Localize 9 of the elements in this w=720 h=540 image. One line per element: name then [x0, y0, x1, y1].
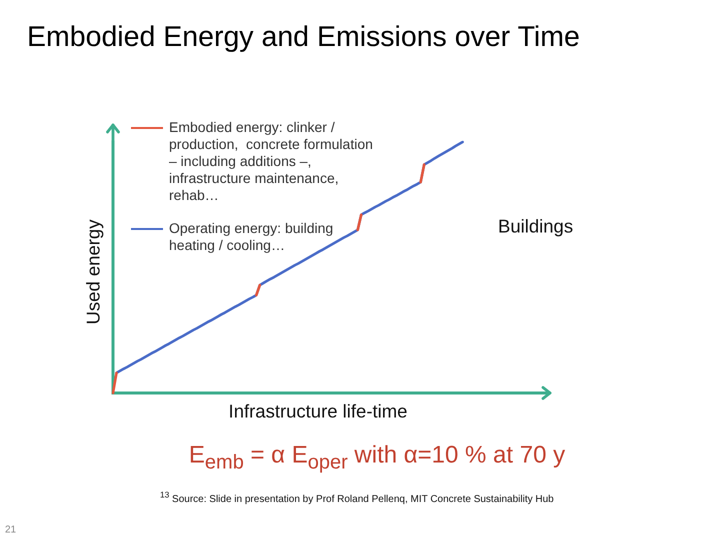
y-axis-title: Used energy: [82, 220, 104, 324]
text: E$_{emb}$ = α E$_{oper}$ with α=10 % at 70 y: [188, 442, 566, 474]
chart-title: Embodied Energy and Emissions over Time: [27, 21, 580, 54]
text: $^{13}$ Source: Slide in presentation by Prof Roland Pellenq, MIT Concrete Sustainability Hub: [160, 490, 554, 506]
annotation: Buildings: [498, 215, 574, 237]
text: 21: [5, 524, 16, 536]
legend-label: Operating energy: building heating / cooling…: [169, 220, 334, 254]
legend-label: Embodied energy: clinker / production, concrete formulation – including additions –, infrastructure maintenance, rehab…: [169, 119, 374, 204]
x-axis-title: Infrastructure life-time: [228, 400, 408, 422]
